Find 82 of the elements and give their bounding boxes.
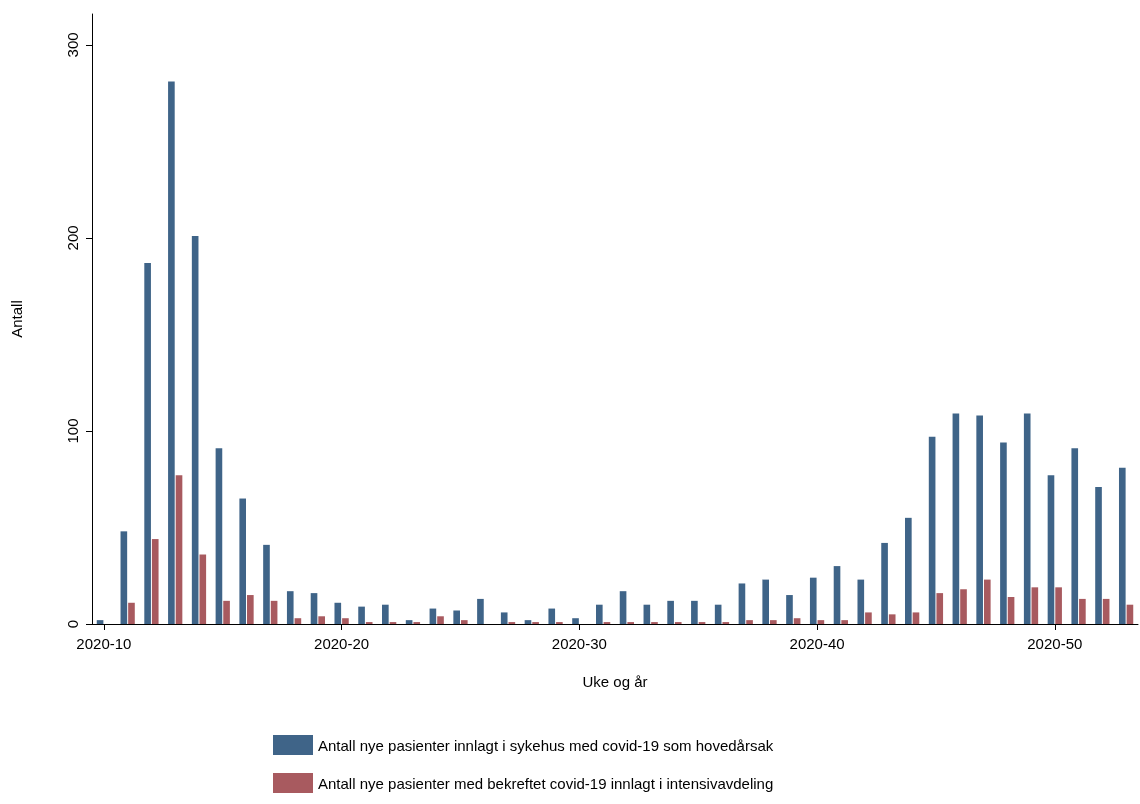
bar [358, 606, 365, 624]
bar [786, 595, 793, 624]
bar [983, 579, 991, 624]
bar [120, 531, 128, 624]
bar [865, 612, 872, 624]
x-tick-label: 2020-30 [551, 635, 607, 652]
x-tick-label: 2020-10 [76, 635, 132, 652]
bar [809, 577, 817, 624]
bar [175, 475, 183, 624]
bar [318, 616, 325, 624]
bar [1000, 442, 1007, 624]
bar [477, 598, 484, 624]
bar [857, 579, 865, 624]
bar [128, 602, 135, 624]
bar [595, 604, 603, 624]
bar [263, 544, 270, 624]
bar [524, 620, 532, 624]
x-axis-title: Uke og år [582, 673, 648, 690]
legend-label: Antall nye pasienter med bekreftet covid-19 innlagt i intensivavdeling [318, 774, 774, 792]
bar [270, 600, 278, 624]
bar [952, 413, 960, 624]
bar [905, 517, 912, 624]
x-tick-label: 2020-20 [314, 635, 370, 652]
bar [151, 539, 159, 624]
bar [833, 566, 841, 624]
bar [1031, 587, 1039, 624]
bar [1055, 587, 1062, 624]
bar [976, 415, 983, 624]
bar [1007, 596, 1015, 624]
y-tick-label: 300 [64, 32, 81, 58]
bar [619, 591, 627, 624]
bar [817, 620, 825, 624]
bar [888, 614, 896, 624]
bar [437, 616, 444, 624]
bar [500, 612, 508, 624]
bar [960, 589, 967, 624]
bar [460, 620, 468, 624]
bar [912, 612, 920, 624]
bar [199, 554, 207, 624]
bar [96, 620, 104, 624]
bar [342, 618, 349, 624]
bar [793, 618, 801, 624]
bar [691, 600, 698, 624]
y-tick-label: 0 [64, 619, 81, 629]
y-axis-title: Antall [8, 300, 25, 338]
bar [168, 81, 175, 624]
x-tick-label: 2020-50 [1027, 635, 1083, 652]
bar [294, 618, 302, 624]
bar [215, 448, 223, 624]
bar [1071, 448, 1079, 624]
bar [936, 593, 944, 624]
x-tick-label: 2020-40 [789, 635, 845, 652]
bar [770, 620, 777, 624]
bar [762, 579, 770, 624]
bar [310, 593, 318, 624]
bar [286, 591, 294, 624]
bar [548, 608, 556, 624]
bar [1118, 467, 1126, 624]
bar [746, 620, 753, 624]
bar [144, 263, 151, 624]
bar [453, 610, 460, 624]
bar [382, 604, 389, 624]
bar [1079, 598, 1086, 624]
bar [667, 600, 674, 624]
bar [1047, 475, 1055, 624]
y-tick-label: 200 [64, 225, 81, 251]
y-tick-label: 100 [64, 418, 81, 444]
bar [1023, 413, 1031, 624]
bar [405, 620, 413, 624]
bar [881, 542, 888, 624]
bar [841, 620, 848, 624]
bar [223, 600, 230, 624]
bar [239, 498, 247, 624]
bar [572, 618, 579, 624]
bar [928, 436, 936, 624]
bar [247, 595, 254, 624]
bar [738, 583, 746, 624]
bar [191, 235, 199, 624]
bar [334, 602, 342, 624]
bar [1095, 486, 1102, 624]
legend-label: Antall nye pasienter innlagt i sykehus med covid-19 som hovedårsak [318, 736, 774, 754]
bar [1102, 598, 1110, 624]
